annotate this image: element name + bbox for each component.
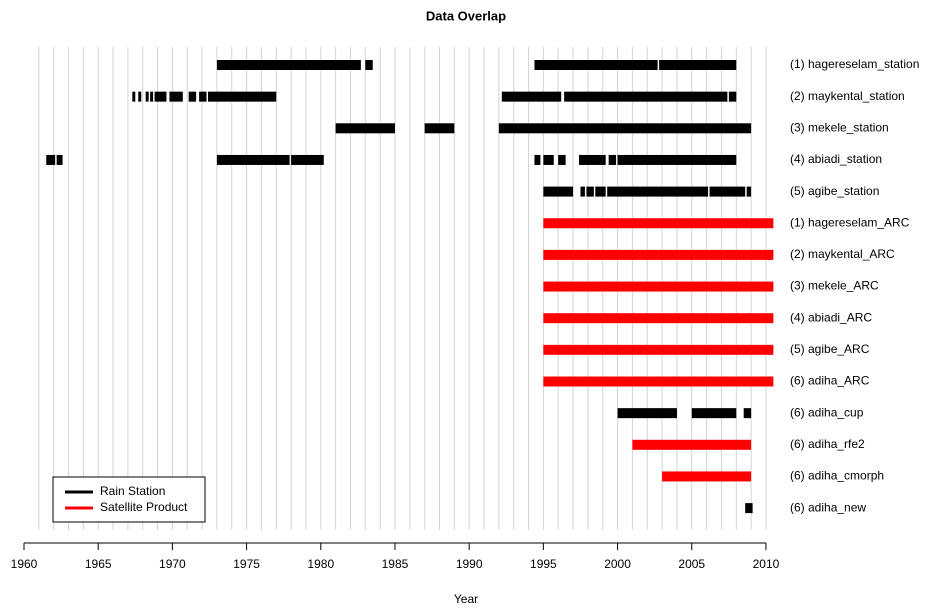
segment-bar (56, 154, 63, 165)
legend-box (52, 476, 206, 523)
segment-bar (291, 154, 324, 165)
row-label: (2) maykental_ARC (790, 247, 895, 261)
x-tick-label: 1995 (530, 557, 557, 571)
row-label: (2) maykental_station (790, 89, 905, 103)
segment-bar (543, 376, 774, 387)
segment-bar (46, 154, 56, 165)
row-label: (5) agibe_station (790, 184, 879, 198)
segment-bar (745, 503, 753, 514)
segment-bar (365, 60, 373, 70)
segment-bar (424, 123, 455, 134)
segment-bar (743, 408, 752, 419)
segment-bar (543, 281, 774, 292)
row-label: (6) adiha_cmorph (790, 469, 884, 483)
x-tick-label: 1975 (233, 557, 260, 571)
segment-bar (543, 154, 554, 165)
segment-bar (534, 154, 541, 165)
segment-bar (709, 186, 746, 197)
segment-bar (150, 91, 154, 102)
segment-bar (138, 91, 142, 102)
segment-bar (216, 154, 290, 165)
x-tick-label: 1990 (456, 557, 483, 571)
row-label: (5) agibe_ARC (790, 342, 870, 356)
segment-bar (169, 91, 183, 102)
segment-bar (586, 186, 594, 197)
segment-bar (595, 186, 606, 197)
x-tick-label: 1960 (11, 557, 38, 571)
x-tick-label: 1965 (85, 557, 112, 571)
segment-bar (617, 408, 677, 419)
segment-bar (543, 249, 774, 260)
segment-bar (691, 408, 737, 419)
segment-bar (335, 123, 395, 134)
segment-bar (534, 60, 658, 70)
x-tick-label: 2010 (753, 557, 780, 571)
segment-bar (216, 60, 361, 70)
segment-bar (564, 91, 728, 102)
row-label: (6) adiha_cup (790, 405, 864, 419)
segment-bar (501, 91, 562, 102)
x-axis-label: Year (454, 592, 478, 606)
segment-bar (607, 186, 709, 197)
x-tick-label: 1985 (382, 557, 409, 571)
x-tick-label: 1970 (159, 557, 186, 571)
segment-bar (728, 91, 737, 102)
segment-bar (208, 91, 277, 102)
segment-bar (617, 154, 737, 165)
row-label: (4) abiadi_station (790, 152, 882, 166)
x-tick-label: 1980 (307, 557, 334, 571)
row-label: (6) adiha_ARC (790, 374, 870, 388)
row-label: (4) abiadi_ARC (790, 310, 872, 324)
x-tick-label: 2000 (604, 557, 631, 571)
row-label: (1) hagereselam_station (790, 57, 919, 71)
segment-bar (154, 91, 167, 102)
segment-bar (543, 313, 774, 324)
row-label: (6) adiha_rfe2 (790, 437, 865, 451)
row-label: (3) mekele_ARC (790, 279, 879, 293)
segment-bar (498, 123, 752, 134)
segment-bar (746, 186, 752, 197)
segment-bar (632, 439, 752, 450)
segment-bar (608, 154, 617, 165)
segment-bar (132, 91, 136, 102)
segment-bar (188, 91, 197, 102)
segment-bar (145, 91, 149, 102)
segment-bar (659, 60, 737, 70)
segment-bar (199, 91, 207, 102)
row-label: (1) hagereselam_ARC (790, 215, 910, 229)
segment-bar (543, 344, 774, 355)
row-label: (6) adiha_new (790, 500, 866, 514)
row-label: (3) mekele_station (790, 120, 889, 134)
legend-label: Satellite Product (100, 500, 188, 514)
segment-bar (580, 186, 585, 197)
segment-bar (662, 471, 752, 482)
segment-bar (543, 218, 774, 229)
segment-bar (543, 186, 574, 197)
x-tick-label: 2005 (678, 557, 705, 571)
segment-bar (558, 154, 566, 165)
chart-title: Data Overlap (426, 8, 506, 23)
legend-label: Rain Station (100, 484, 165, 498)
segment-bar (578, 154, 606, 165)
